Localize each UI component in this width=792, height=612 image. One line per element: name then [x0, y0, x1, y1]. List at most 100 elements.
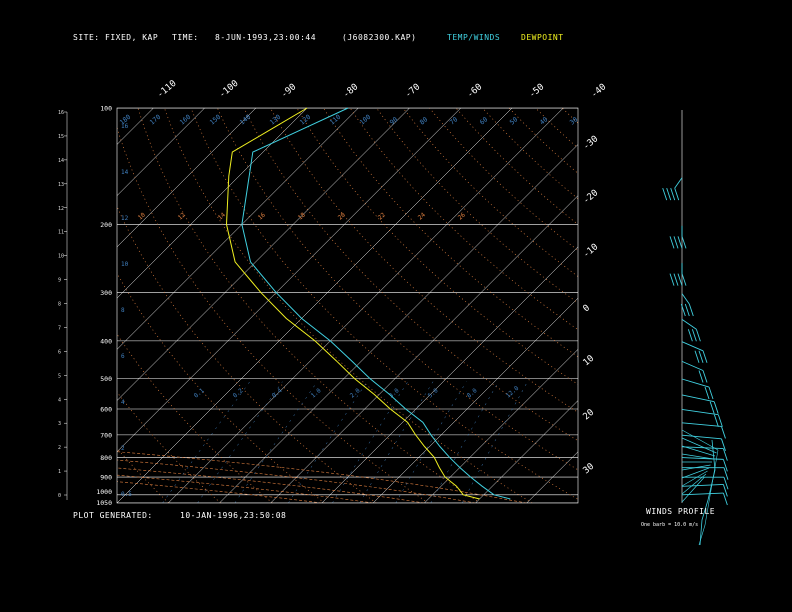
- top-temp-tick-label: -50: [528, 82, 547, 100]
- pressure-tick-label: 500: [100, 375, 112, 383]
- top-temp-tick-label: -100: [218, 79, 241, 101]
- wind-barb-shaft: [681, 378, 710, 388]
- height-km-label: 14: [217, 211, 227, 221]
- wind-barb: [681, 394, 719, 414]
- mixing-ratio-label: 3.0: [388, 387, 401, 400]
- height-tick-label: 7: [58, 325, 61, 331]
- isotherm-line: [117, 108, 410, 401]
- dry-adiabat-line: [190, 108, 578, 500]
- time-value: 8-JUN-1993,23:00:44: [215, 33, 317, 42]
- wind-barb-flag: [691, 329, 697, 342]
- winds-profile-note: One barb = 10.0 m/s: [641, 522, 699, 528]
- wind-barb-lower: [681, 464, 711, 471]
- pressure-tick-label: 1050: [96, 499, 112, 507]
- wind-barb-flag: [687, 329, 693, 342]
- mixing-ratio-line: [197, 381, 283, 503]
- grid-layer: [0, 107, 792, 504]
- theta-label: 70: [448, 115, 459, 126]
- wind-barb-flag: [723, 467, 729, 480]
- height-tick-label: 15: [58, 134, 64, 140]
- wind-barb-shaft: [681, 409, 719, 416]
- dry-adiabat-line: [117, 272, 325, 503]
- site-label: SITE:: [73, 33, 100, 42]
- wind-barb: [681, 360, 708, 383]
- theta-label: 100: [358, 113, 372, 127]
- wind-barb-shaft: [681, 341, 704, 352]
- dry-adiabat-line: [323, 108, 578, 358]
- plot-generated-value: 10-JAN-1996,23:50:08: [180, 511, 287, 520]
- theta-label: 160: [178, 113, 192, 127]
- wind-barb-shaft: [681, 293, 690, 305]
- moist-adiabat-line: [117, 451, 527, 503]
- wind-barb-shaft: [674, 177, 683, 189]
- right-temp-tick-label: 10: [582, 354, 597, 369]
- dry-adiabat-line: [482, 108, 578, 200]
- wind-barb-flag: [713, 414, 719, 427]
- dry-adiabat-line: [589, 108, 792, 503]
- mixing-ratio-label: 0.1: [193, 387, 206, 400]
- theta-label: 30: [568, 115, 579, 126]
- wind-barb: [682, 476, 729, 490]
- left-height-label: 16: [121, 123, 129, 130]
- legend-temp: TEMP/WINDS: [447, 33, 501, 42]
- wind-barb-lower: [681, 470, 708, 487]
- isotherm-line: [117, 108, 359, 350]
- dry-adiabat-line: [535, 108, 578, 149]
- right-temp-tick-label: 0: [582, 303, 593, 314]
- dry-adiabat-line: [270, 108, 578, 413]
- winds-profile-label: WINDS PROFILE: [646, 507, 716, 516]
- plot-generated-label: PLOT GENERATED:: [73, 511, 153, 520]
- isotherm-line: [372, 297, 578, 503]
- wind-barb-flag: [713, 401, 719, 414]
- wind-barb-flag: [698, 350, 704, 363]
- wind-barb-flag: [677, 236, 683, 249]
- isotherm-line: [321, 246, 578, 503]
- isotherm-line: [526, 451, 578, 503]
- isotherm-line: [0, 108, 51, 503]
- wind-barb: [662, 177, 683, 201]
- wind-barb-flag: [702, 350, 708, 363]
- height-tick-label: 0: [58, 493, 61, 499]
- top-temp-tick-label: -80: [342, 82, 361, 100]
- wind-barb-flag: [704, 386, 710, 400]
- wind-barb-flag: [680, 303, 686, 317]
- wind-barb-shaft: [681, 422, 722, 427]
- mixing-ratio-label: 0.4: [271, 387, 284, 400]
- left-height-label: 6: [121, 353, 125, 360]
- dry-adiabat-line: [508, 108, 578, 174]
- wind-barb-shaft: [681, 319, 697, 330]
- wind-barb: [681, 378, 714, 400]
- mixing-ratio-line: [234, 381, 318, 503]
- right-temp-tick-label: -30: [582, 134, 601, 152]
- wind-barb-lower: [681, 437, 717, 454]
- wind-barb-flag: [688, 303, 694, 317]
- dry-adiabat-line: [117, 391, 221, 503]
- wind-barb-flag: [722, 459, 728, 472]
- pressure-tick-label: 1000: [96, 488, 112, 496]
- isotherm-line: [168, 108, 564, 503]
- wind-barb-lower: [681, 429, 719, 451]
- wind-barb: [681, 319, 701, 342]
- right-temp-tick-label: -10: [582, 242, 601, 260]
- theta-label: 170: [148, 113, 162, 127]
- dry-adiabat-line: [117, 447, 169, 503]
- pressure-tick-label: 900: [100, 474, 112, 482]
- dry-adiabat-line: [615, 108, 792, 503]
- wind-barb-flag: [721, 438, 726, 451]
- top-temp-tick-label: -70: [404, 82, 423, 100]
- theta-label: 50: [508, 115, 519, 126]
- wind-barb-flag: [702, 370, 708, 383]
- moist-adiabat-line: [117, 467, 425, 503]
- theta-label: 60: [478, 115, 489, 126]
- dry-adiabat-line: [164, 108, 533, 503]
- right-temp-tick-label: -20: [582, 188, 601, 206]
- legend-dewpoint: DEWPOINT: [521, 33, 564, 42]
- isotherm-line: [117, 108, 461, 453]
- wind-barb: [681, 341, 708, 363]
- mixing-ratio-line: [395, 381, 467, 503]
- wind-barb-flag: [673, 273, 679, 286]
- height-tick-label: 9: [58, 278, 61, 284]
- wind-barb-shaft: [681, 394, 715, 403]
- left-height-label: 0.5: [121, 491, 132, 498]
